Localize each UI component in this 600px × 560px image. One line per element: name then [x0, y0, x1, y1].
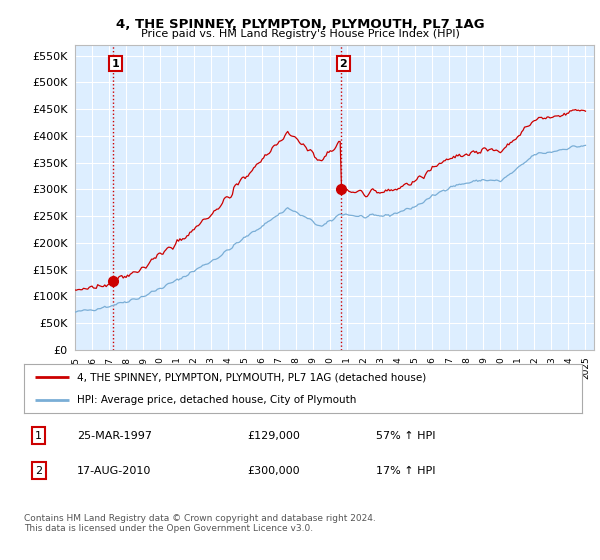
Text: 17% ↑ HPI: 17% ↑ HPI	[376, 466, 435, 476]
Text: HPI: Average price, detached house, City of Plymouth: HPI: Average price, detached house, City…	[77, 395, 356, 405]
Text: 57% ↑ HPI: 57% ↑ HPI	[376, 431, 435, 441]
Text: 25-MAR-1997: 25-MAR-1997	[77, 431, 152, 441]
Text: £129,000: £129,000	[247, 431, 300, 441]
Text: 2: 2	[340, 59, 347, 68]
Text: 17-AUG-2010: 17-AUG-2010	[77, 466, 151, 476]
Text: Price paid vs. HM Land Registry's House Price Index (HPI): Price paid vs. HM Land Registry's House …	[140, 29, 460, 39]
Text: 4, THE SPINNEY, PLYMPTON, PLYMOUTH, PL7 1AG: 4, THE SPINNEY, PLYMPTON, PLYMOUTH, PL7 …	[116, 18, 484, 31]
Text: Contains HM Land Registry data © Crown copyright and database right 2024.
This d: Contains HM Land Registry data © Crown c…	[24, 514, 376, 534]
Text: 1: 1	[35, 431, 42, 441]
Text: 2: 2	[35, 466, 42, 476]
Text: 1: 1	[112, 59, 119, 68]
Text: 4, THE SPINNEY, PLYMPTON, PLYMOUTH, PL7 1AG (detached house): 4, THE SPINNEY, PLYMPTON, PLYMOUTH, PL7 …	[77, 372, 426, 382]
Text: £300,000: £300,000	[247, 466, 300, 476]
